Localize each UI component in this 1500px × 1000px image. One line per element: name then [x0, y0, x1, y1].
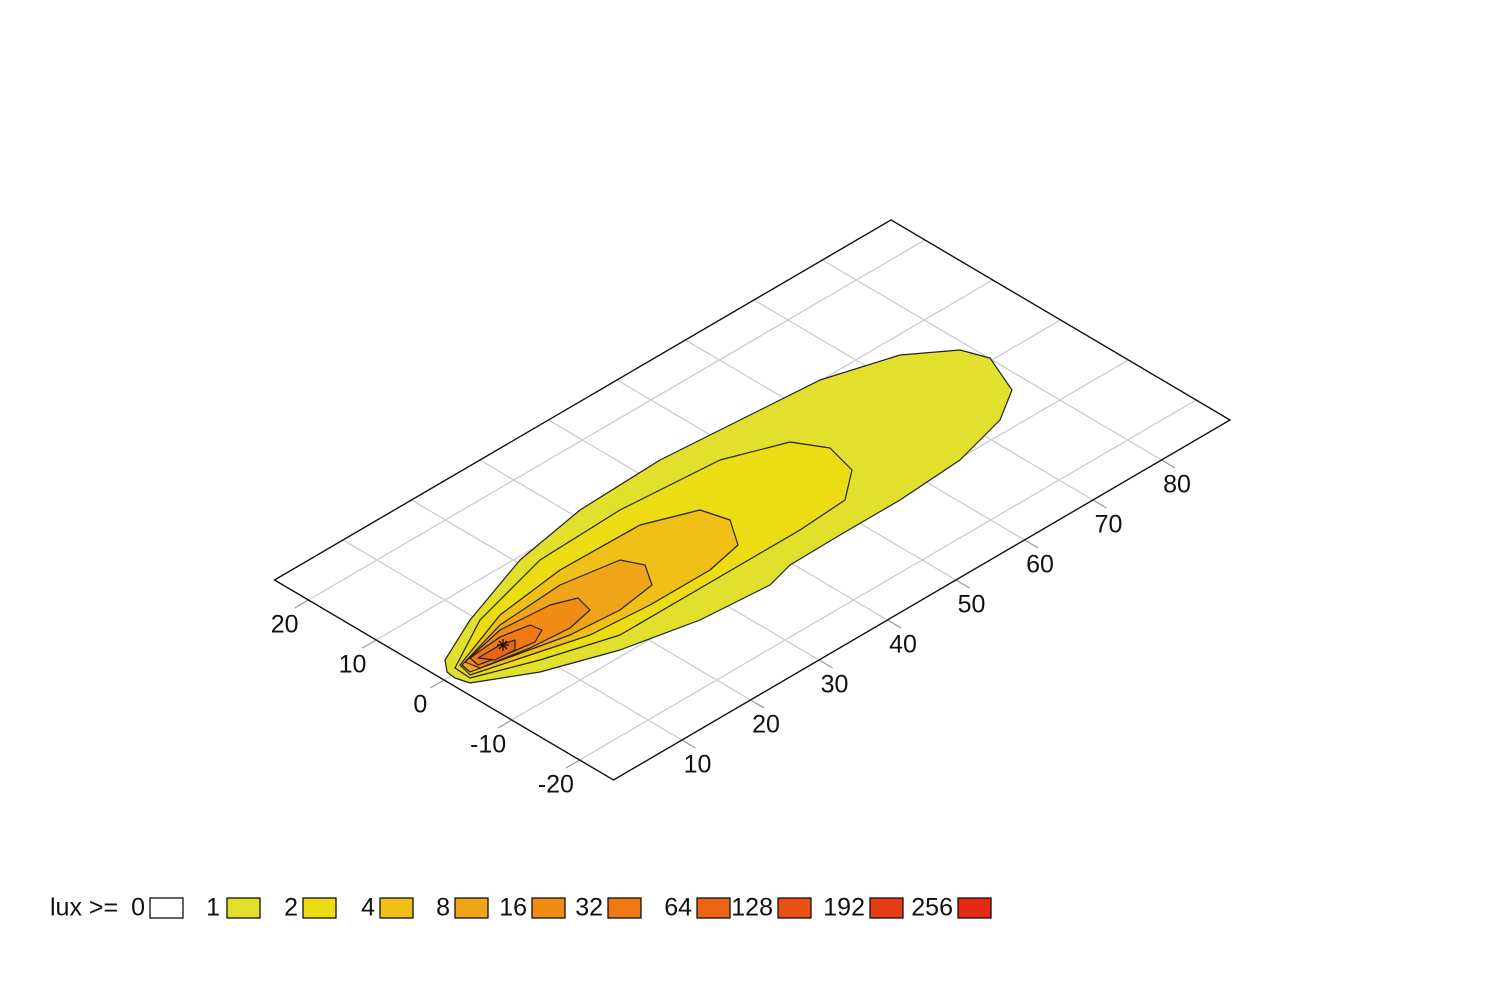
x-tick-label: 10 [684, 751, 712, 779]
legend-swatch [696, 897, 731, 919]
tick-mark [362, 639, 377, 649]
tick-mark [294, 599, 309, 609]
x-tick-label: 30 [821, 671, 849, 699]
legend-level: 16 [499, 894, 527, 922]
tick-mark [1161, 459, 1176, 469]
legend-swatch [607, 897, 642, 919]
legend-level: 192 [823, 894, 865, 922]
legend-level: 1 [206, 894, 220, 922]
legend-label: lux >= [50, 894, 118, 922]
tick-mark [1024, 539, 1039, 549]
legend-swatch [454, 897, 489, 919]
y-tick-label: 10 [339, 651, 367, 679]
legend-level: 32 [575, 894, 603, 922]
legend-level: 2 [284, 894, 298, 922]
legend-swatch [777, 897, 812, 919]
tick-mark [1092, 499, 1107, 509]
x-tick-label: 60 [1026, 551, 1054, 579]
plane-border [273, 219, 1232, 781]
legend-swatch [957, 897, 992, 919]
legend-level: 64 [664, 894, 692, 922]
legend-swatch [379, 897, 414, 919]
x-tick-label: 20 [752, 711, 780, 739]
grid-line [308, 239, 926, 601]
legend-level: 256 [911, 894, 953, 922]
y-tick-label: -10 [470, 731, 506, 759]
x-tick-label: 80 [1163, 471, 1191, 499]
tick-mark [955, 579, 970, 589]
luminaire-marker [497, 639, 509, 651]
x-tick-label: 70 [1095, 511, 1123, 539]
legend-swatch [302, 897, 337, 919]
tick-mark [565, 759, 580, 769]
legend-swatch [226, 897, 261, 919]
tick-mark [887, 619, 902, 629]
tick-mark [681, 739, 696, 749]
y-tick-label: -20 [538, 771, 574, 799]
y-tick-label: 0 [413, 691, 427, 719]
legend-level: 8 [436, 894, 450, 922]
x-tick-label: 50 [958, 591, 986, 619]
tick-mark [497, 719, 513, 729]
grid-line [579, 399, 1197, 761]
legend-level: 4 [361, 894, 375, 922]
legend-level: 0 [131, 894, 145, 922]
x-tick-label: 40 [889, 631, 917, 659]
legend-swatch [531, 897, 566, 919]
legend-level: 128 [731, 894, 773, 922]
legend-swatch [149, 897, 184, 919]
legend-swatch [869, 897, 904, 919]
tick-mark [750, 699, 765, 709]
tick-mark [818, 659, 833, 669]
y-tick-label: 20 [271, 611, 299, 639]
tick-mark [429, 679, 445, 689]
